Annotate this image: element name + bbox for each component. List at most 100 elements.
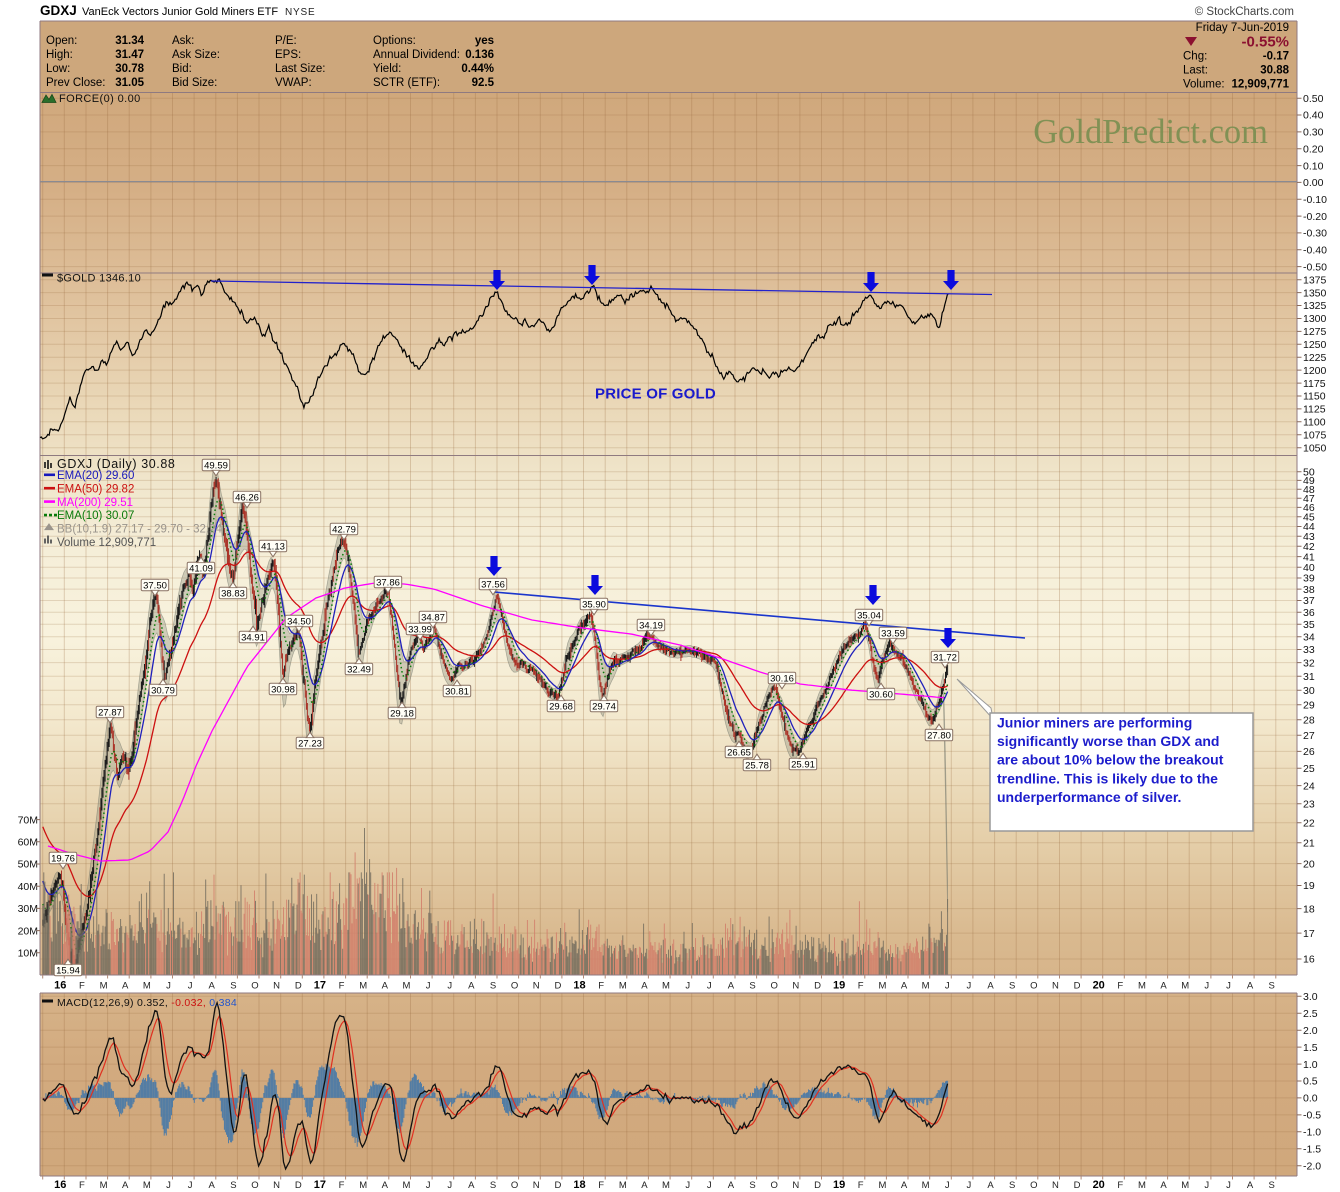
svg-text:N: N [1052,981,1059,992]
svg-text:A: A [382,1180,389,1191]
svg-text:J: J [1204,1180,1209,1191]
svg-text:17: 17 [314,1179,326,1191]
svg-text:23: 23 [1303,799,1315,811]
svg-text:Volume:: Volume: [1183,79,1225,91]
svg-text:18: 18 [573,980,585,992]
svg-text:trendline. This is likely due: trendline. This is likely due to the [997,770,1218,786]
svg-text:$GOLD 1346.10: $GOLD 1346.10 [57,273,141,285]
svg-text:S: S [1269,1180,1275,1191]
svg-text:MACD(12,26,9) 0.352, -0.032, 0: MACD(12,26,9) 0.352, -0.032, 0.384 [57,997,237,1009]
svg-text:S: S [490,1180,496,1191]
svg-text:M: M [619,1180,627,1191]
svg-text:J: J [967,1180,972,1191]
svg-text:O: O [511,1180,518,1191]
svg-text:30.98: 30.98 [271,684,295,695]
svg-text:39: 39 [1303,573,1315,585]
svg-text:47: 47 [1303,493,1315,505]
svg-text:17: 17 [314,980,326,992]
svg-text:A: A [382,981,389,992]
svg-text:32.49: 32.49 [347,664,371,675]
svg-text:1325: 1325 [1303,300,1327,312]
svg-text:SCTR (ETF):: SCTR (ETF): [373,77,440,89]
svg-text:30.88: 30.88 [1260,65,1289,77]
svg-text:A: A [641,981,648,992]
svg-text:A: A [1160,981,1167,992]
svg-text:N: N [792,1180,799,1191]
svg-text:J: J [447,1180,452,1191]
svg-text:M: M [100,1180,108,1191]
svg-text:S: S [230,981,236,992]
svg-text:46.26: 46.26 [235,492,259,503]
svg-text:O: O [1030,1180,1037,1191]
svg-text:2.5: 2.5 [1303,1008,1318,1020]
svg-text:2.0: 2.0 [1303,1025,1318,1037]
svg-text:34.19: 34.19 [639,620,663,631]
svg-text:30M: 30M [18,903,38,915]
svg-text:J: J [707,1180,712,1191]
svg-text:Open:: Open: [46,35,77,47]
svg-text:Junior miners are performing: Junior miners are performing [997,715,1192,731]
svg-text:0.20: 0.20 [1303,143,1324,155]
svg-text:A: A [987,981,994,992]
svg-text:NYSE: NYSE [285,7,315,18]
svg-text:yes: yes [475,35,494,47]
svg-text:38.83: 38.83 [221,588,245,599]
svg-text:40M: 40M [18,881,38,893]
svg-text:N: N [273,981,280,992]
svg-text:18: 18 [1303,903,1315,915]
svg-text:Last:: Last: [1183,65,1208,77]
svg-text:J: J [967,981,972,992]
svg-text:N: N [273,1180,280,1191]
svg-text:19.76: 19.76 [51,853,75,864]
svg-text:BB(10,1.9) 27.17 - 29.70 - 32.: BB(10,1.9) 27.17 - 29.70 - 32.24 [57,524,223,536]
svg-text:49.59: 49.59 [204,460,228,471]
svg-text:J: J [707,981,712,992]
svg-text:-0.50: -0.50 [1303,261,1327,273]
svg-text:31.72: 31.72 [933,652,957,663]
svg-text:1175: 1175 [1303,378,1326,390]
svg-text:1150: 1150 [1303,391,1326,403]
svg-text:12,909,771: 12,909,771 [1231,79,1289,91]
svg-text:-1.0: -1.0 [1303,1127,1321,1139]
svg-text:A: A [728,1180,735,1191]
svg-text:45: 45 [1303,512,1315,524]
svg-text:J: J [945,981,950,992]
svg-text:Chg:: Chg: [1183,51,1207,63]
svg-text:25: 25 [1303,763,1315,775]
svg-text:M: M [1138,1180,1146,1191]
svg-text:22: 22 [1303,818,1315,830]
svg-text:-0.55%: -0.55% [1241,34,1289,51]
svg-text:37.56: 37.56 [481,579,505,590]
svg-text:19: 19 [833,980,845,992]
svg-text:A: A [209,981,216,992]
svg-text:M: M [1138,981,1146,992]
svg-text:F: F [858,981,864,992]
svg-text:VanEck Vectors Junior Gold Min: VanEck Vectors Junior Gold Miners ETF [82,6,278,18]
svg-text:31.05: 31.05 [115,77,144,89]
svg-text:MA(200) 29.51: MA(200) 29.51 [57,497,133,509]
svg-text:1350: 1350 [1303,287,1327,299]
svg-text:Bid Size:: Bid Size: [172,77,217,89]
svg-text:A: A [468,981,475,992]
svg-text:GDXJ: GDXJ [40,3,77,18]
svg-text:© StockCharts.com: © StockCharts.com [1195,6,1294,18]
svg-text:A: A [122,981,129,992]
svg-text:N: N [533,1180,540,1191]
svg-text:30.60: 30.60 [869,689,893,700]
svg-text:O: O [511,981,518,992]
svg-text:J: J [685,981,690,992]
svg-text:J: J [685,1180,690,1191]
svg-text:43: 43 [1303,531,1315,543]
svg-text:Friday 7-Jun-2019: Friday 7-Jun-2019 [1196,22,1289,34]
svg-text:30.78: 30.78 [115,63,144,75]
svg-text:0.50: 0.50 [1303,93,1324,105]
svg-text:N: N [792,981,799,992]
svg-text:30.16: 30.16 [770,673,794,684]
svg-text:0.5: 0.5 [1303,1076,1318,1088]
svg-text:-0.17: -0.17 [1263,51,1289,63]
svg-text:42: 42 [1303,541,1315,553]
svg-text:M: M [1181,1180,1189,1191]
svg-text:10M: 10M [18,948,38,960]
svg-text:27.23: 27.23 [298,738,322,749]
svg-text:M: M [359,1180,367,1191]
